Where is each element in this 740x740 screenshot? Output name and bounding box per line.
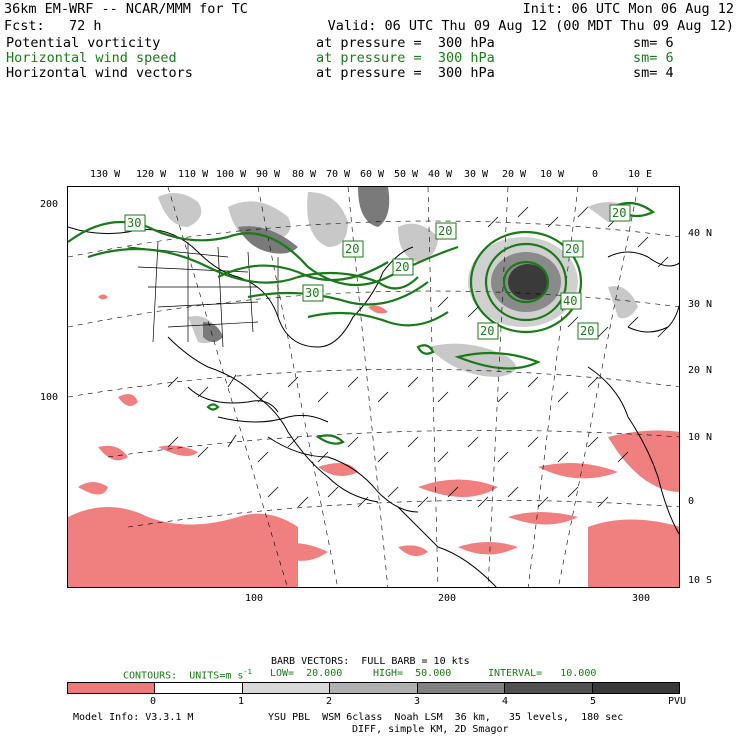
lon-label: 60 W	[360, 169, 385, 180]
map-canvas	[68, 187, 679, 587]
lon-label: 40 W	[428, 169, 453, 180]
scale-unit-label: PVU	[668, 696, 687, 707]
lat-label: 30 N	[688, 299, 713, 310]
model-info: Model Info: V3.3.1 M	[73, 712, 194, 723]
lon-label: 120 W	[136, 169, 167, 180]
political-boundaries	[127, 241, 279, 348]
lat-label: 10 S	[688, 575, 713, 586]
lon-label: 10 E	[628, 169, 653, 180]
contours-units-label: CONTOURS: UNITS=m s-1	[123, 668, 252, 682]
contour-label: 20	[565, 242, 580, 256]
field-sm-wvec: sm= 4	[633, 65, 674, 81]
field-name-wvec: Horizontal wind vectors	[6, 65, 193, 81]
lon-label: 130 W	[90, 169, 121, 180]
barb-vectors-label: BARB VECTORS: FULL BARB = 10 kts	[271, 656, 470, 667]
contour-label: 20	[612, 206, 627, 220]
contour-label: 30	[305, 286, 320, 300]
lon-label: 50 W	[394, 169, 419, 180]
scale-swatch	[330, 683, 418, 693]
contour-label: 20	[480, 324, 495, 338]
lon-label: 100 W	[216, 169, 247, 180]
wind-barbs	[167, 206, 669, 508]
physics-line-2: DIFF, simple KM, 2D Smagor	[352, 724, 509, 735]
scale-label: 4	[502, 696, 509, 707]
scale-swatch	[592, 683, 679, 693]
wind-speed-contours	[68, 201, 656, 445]
grid-y-label: 200	[40, 199, 59, 210]
scale-swatch	[505, 683, 593, 693]
scale-swatch	[155, 683, 243, 693]
scale-label: 2	[326, 696, 333, 707]
lon-label: 30 W	[464, 169, 489, 180]
latlon-grid	[68, 187, 679, 587]
lat-label: 20 N	[688, 365, 713, 376]
scale-label: 5	[590, 696, 597, 707]
weather-map: 30 20 20 20 30 20 40 20 20 20	[67, 186, 680, 588]
forecast-hour: Fcst: 72 h	[4, 18, 102, 34]
lon-label: 80 W	[292, 169, 317, 180]
grid-x-label: 200	[438, 593, 457, 604]
model-title: 36km EM-WRF -- NCAR/MMM for TC	[4, 1, 248, 17]
cyclone-feature	[468, 237, 578, 327]
pv-color-scale	[67, 682, 680, 694]
contours-interval-label: INTERVAL= 10.000	[488, 668, 597, 679]
pv-negative-shading	[68, 294, 679, 587]
contour-label: 20	[580, 324, 595, 338]
scale-label: 1	[238, 696, 245, 707]
scale-swatch	[68, 683, 156, 693]
lat-label: 10 N	[688, 432, 713, 443]
scale-label: 3	[414, 696, 421, 707]
field-level-wvec: at pressure = 300 hPa	[316, 65, 495, 81]
contour-label: 30	[127, 216, 142, 230]
contour-label: 40	[563, 294, 578, 308]
contour-label: 20	[438, 224, 453, 238]
scale-swatch	[417, 683, 506, 693]
grid-y-label: 100	[40, 392, 59, 403]
init-time: Init: 06 UTC Mon 06 Aug 12	[522, 1, 734, 17]
lon-label: 70 W	[326, 169, 351, 180]
physics-line-1: YSU PBL WSM 6class Noah LSM 36 km, 35 le…	[268, 712, 624, 723]
contour-label: 20	[345, 242, 360, 256]
field-sm-wspd: sm= 6	[633, 50, 674, 66]
lon-label: 110 W	[178, 169, 209, 180]
grid-x-label: 300	[632, 593, 651, 604]
field-level-wspd: at pressure = 300 hPa	[316, 50, 495, 66]
lon-label: 10 W	[540, 169, 565, 180]
lat-label: 40 N	[688, 228, 713, 239]
contour-label-boxes	[124, 204, 631, 340]
field-sm-pv: sm= 6	[633, 35, 674, 51]
grid-x-label: 100	[245, 593, 264, 604]
scale-swatch	[242, 683, 331, 693]
contours-high-label: HIGH= 50.000	[373, 668, 452, 679]
contour-label: 20	[395, 260, 410, 274]
field-name-wspd: Horizontal wind speed	[6, 50, 177, 66]
contours-low-label: LOW= 20.000	[270, 668, 343, 679]
lon-label: 20 W	[502, 169, 527, 180]
lon-label: 90 W	[256, 169, 281, 180]
field-level-pv: at pressure = 300 hPa	[316, 35, 495, 51]
lat-label: 0	[688, 496, 695, 507]
lon-label: 0	[592, 169, 599, 180]
scale-label: 0	[150, 696, 157, 707]
valid-time: Valid: 06 UTC Thu 09 Aug 12 (00 MDT Thu …	[327, 18, 734, 34]
field-name-pv: Potential vorticity	[6, 35, 161, 51]
